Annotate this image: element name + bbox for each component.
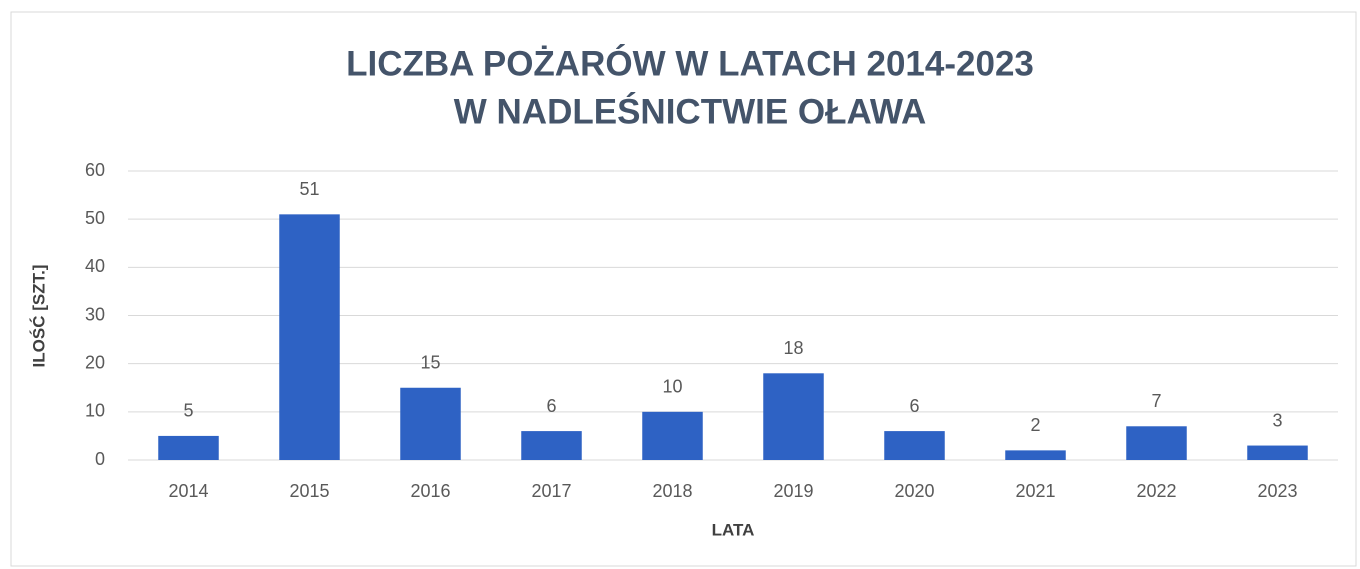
data-label: 7	[1151, 391, 1161, 411]
bar	[279, 214, 340, 460]
data-label: 6	[909, 396, 919, 416]
x-tick-label: 2018	[652, 481, 692, 501]
chart-frame	[10, 11, 1357, 567]
data-label: 2	[1030, 415, 1040, 435]
x-tick-label: 2020	[894, 481, 934, 501]
bar	[642, 411, 703, 460]
x-tick-label: 2016	[410, 481, 450, 501]
chart-title: LICZBA POŻARÓW W LATACH 2014-2023	[346, 43, 1034, 83]
y-tick-label: 50	[85, 208, 105, 228]
y-tick-label: 30	[85, 304, 105, 324]
y-tick-label: 10	[85, 401, 105, 421]
x-tick-label: 2017	[531, 481, 571, 501]
data-label: 51	[299, 179, 319, 199]
data-label: 6	[546, 396, 556, 416]
x-tick-label: 2023	[1257, 481, 1297, 501]
bar	[158, 435, 219, 460]
bar	[763, 373, 824, 460]
bar	[884, 431, 945, 460]
x-tick-label: 2022	[1136, 481, 1176, 501]
chart-title: W NADLEŚNICTWIE OŁAWA	[454, 91, 926, 131]
bar	[521, 431, 582, 460]
x-tick-label: 2015	[289, 481, 329, 501]
y-axis-title: ILOŚĆ [SZT.]	[29, 265, 48, 368]
x-tick-label: 2021	[1015, 481, 1055, 501]
data-label: 18	[783, 338, 803, 358]
bar	[1247, 445, 1308, 460]
bar	[400, 387, 461, 460]
bar	[1126, 426, 1187, 460]
data-label: 3	[1272, 410, 1282, 430]
y-tick-label: 60	[85, 160, 105, 180]
y-tick-label: 0	[95, 449, 105, 469]
y-tick-label: 20	[85, 352, 105, 372]
x-tick-label: 2014	[168, 481, 208, 501]
data-label: 10	[662, 377, 682, 397]
y-tick-label: 40	[85, 256, 105, 276]
data-label: 5	[183, 401, 193, 421]
data-label: 15	[420, 353, 440, 373]
bar	[1005, 450, 1066, 460]
x-tick-label: 2019	[773, 481, 813, 501]
x-axis-title: LATA	[712, 520, 755, 539]
